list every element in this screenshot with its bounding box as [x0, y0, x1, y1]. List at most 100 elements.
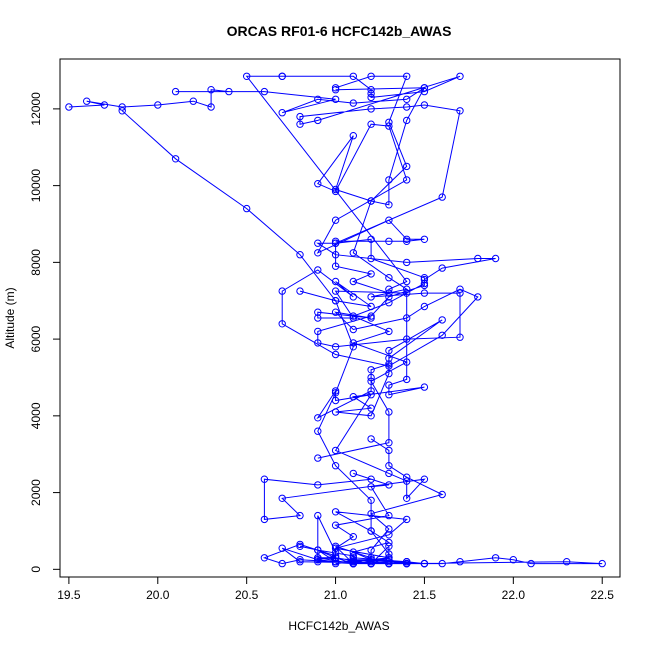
data-point: [314, 314, 322, 322]
data-point: [385, 201, 393, 209]
data-point: [331, 343, 340, 351]
data-point: [438, 193, 446, 201]
chart-title: ORCAS RF01-6 HCFC142b_AWAS: [227, 23, 452, 39]
data-point: [314, 95, 322, 104]
data-point: [385, 550, 393, 558]
data-point: [331, 387, 340, 395]
data-point: [456, 289, 464, 297]
data-point: [403, 116, 411, 125]
data-point: [385, 274, 393, 282]
data-point: [367, 391, 375, 399]
data-point: [385, 354, 393, 362]
data-point: [349, 314, 357, 322]
data-point: [403, 237, 411, 246]
data-point: [314, 180, 322, 188]
data-point: [367, 312, 375, 320]
data-point: [367, 366, 375, 374]
data-point: [314, 239, 322, 247]
y-tick-label: 6000: [29, 325, 43, 352]
data-point: [367, 314, 375, 322]
y-tick-label: 0: [29, 566, 43, 573]
data-point: [118, 103, 126, 111]
data-point: [278, 494, 286, 502]
data-point: [438, 316, 446, 324]
data-point: [385, 216, 393, 224]
data-point: [367, 556, 375, 564]
data-point: [420, 279, 429, 288]
data-point: [385, 462, 393, 470]
data-point: [314, 266, 322, 274]
data-point: [456, 333, 464, 341]
data-point: [420, 289, 429, 297]
data-point: [367, 483, 375, 491]
data-point: [403, 72, 411, 81]
data-point: [314, 116, 322, 125]
data-point: [314, 327, 322, 336]
data-point: [385, 293, 393, 301]
data-point: [491, 554, 500, 562]
data-point: [385, 327, 393, 336]
data-point: [403, 235, 411, 244]
data-point: [474, 254, 482, 263]
x-tick-label: 20.5: [235, 588, 259, 602]
data-point: [296, 287, 304, 295]
data-point: [331, 554, 340, 562]
data-point: [331, 308, 340, 316]
data-point: [331, 185, 340, 194]
data-point: [367, 496, 375, 504]
data-point: [367, 404, 375, 412]
x-tick-label: 20.0: [146, 588, 170, 602]
data-point: [367, 293, 375, 301]
x-axis-label: HCFC142b_AWAS: [288, 619, 389, 633]
data-point: [314, 308, 322, 316]
data-point: [331, 187, 340, 196]
data-point: [331, 251, 340, 259]
data-point: [349, 99, 357, 107]
data-point: [367, 475, 375, 483]
data-point: [438, 490, 446, 499]
data-point: [527, 559, 535, 568]
data-point: [314, 558, 322, 566]
data-point: [349, 293, 357, 301]
data-point: [367, 254, 375, 263]
data-point: [331, 446, 340, 455]
data-point: [278, 320, 286, 328]
data-point: [367, 86, 375, 94]
data-point: [314, 249, 322, 257]
data-point: [598, 559, 606, 568]
data-point: [314, 554, 322, 562]
data-point: [314, 454, 322, 462]
data-point: [349, 249, 357, 257]
data-point: [456, 558, 464, 566]
data-point: [385, 122, 393, 130]
data-point: [296, 120, 304, 128]
data-point: [331, 84, 340, 92]
series-5-line: [121, 110, 390, 565]
data-point: [385, 369, 393, 378]
data-point: [349, 72, 357, 81]
x-tick-label: 19.5: [57, 588, 81, 602]
data-point: [367, 373, 375, 382]
data-point: [403, 95, 411, 104]
data-point: [385, 481, 393, 489]
y-axis-label: Altitude (m): [3, 287, 17, 348]
data-point: [331, 544, 340, 552]
data-point: [331, 277, 340, 286]
data-point: [331, 462, 340, 470]
data-point: [385, 362, 393, 370]
data-point: [278, 287, 286, 295]
data-point: [243, 204, 251, 213]
data-point: [367, 412, 375, 420]
data-point: [403, 477, 411, 485]
data-point: [83, 97, 91, 105]
data-point: [349, 325, 357, 334]
data-point: [563, 558, 571, 566]
data-point: [385, 531, 393, 539]
data-point: [367, 435, 375, 443]
data-point: [296, 251, 304, 259]
data-point: [420, 274, 429, 282]
data-point: [331, 521, 340, 529]
data-point: [367, 559, 375, 568]
